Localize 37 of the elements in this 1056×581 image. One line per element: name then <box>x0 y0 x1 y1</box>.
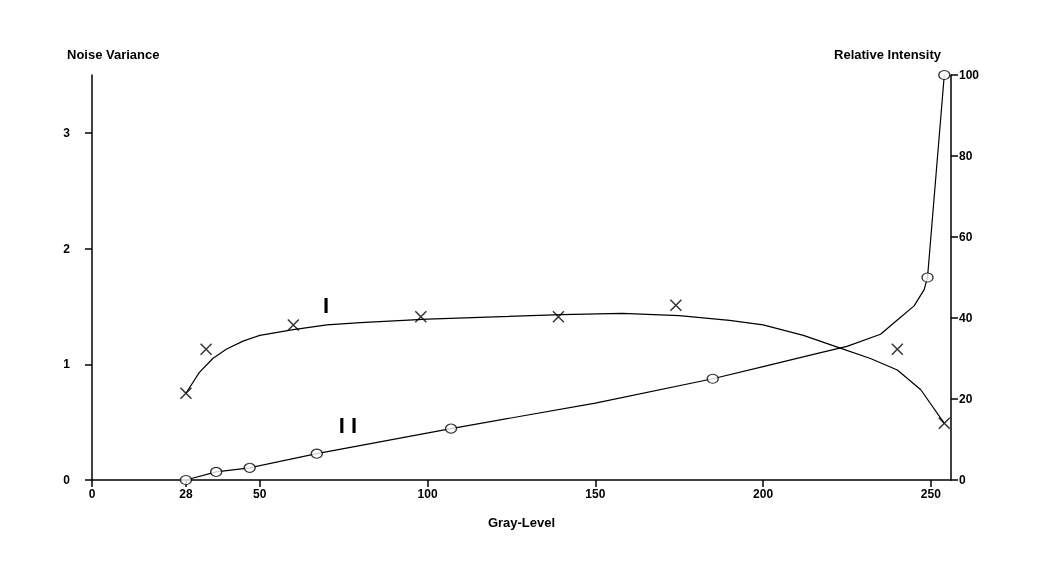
point <box>552 310 565 324</box>
point <box>243 462 256 473</box>
point <box>891 342 904 356</box>
x-tick-label: 100 <box>417 487 438 501</box>
y-tick-label: 1 <box>63 357 71 372</box>
point <box>414 310 428 324</box>
x-tick-label: 50 <box>253 487 267 501</box>
y2-tick-label: 20 <box>959 392 973 406</box>
point <box>199 342 213 356</box>
x-tick-label: 0 <box>88 487 96 501</box>
x-tick-label: 250 <box>920 487 942 501</box>
y-tick-label: 2 <box>63 241 71 256</box>
point <box>706 373 719 384</box>
y-tick-label: 3 <box>63 125 71 140</box>
x-axis-title: Gray-Level <box>487 515 556 530</box>
x-tick-label: 150 <box>585 487 606 501</box>
point <box>210 466 223 477</box>
point <box>179 386 193 400</box>
point <box>938 417 951 430</box>
point <box>287 318 300 332</box>
annotation: I I <box>338 412 358 438</box>
point <box>938 69 951 81</box>
y2-tick-label: 40 <box>959 311 973 325</box>
x-tick-label: 200 <box>753 487 774 501</box>
point <box>921 272 934 283</box>
y-axis-title: Noise Variance <box>67 47 160 62</box>
point <box>669 299 683 312</box>
annotation: I <box>322 292 330 318</box>
y2-tick-label: 80 <box>959 149 973 163</box>
y2-tick-label: 60 <box>959 230 973 244</box>
y-tick-label: 0 <box>63 473 71 487</box>
point <box>444 423 458 434</box>
point <box>310 448 323 459</box>
x-tick-label: 28 <box>179 487 193 501</box>
y2-tick-label: 0 <box>959 473 966 487</box>
y2-axis-title: Relative Intensity <box>834 47 942 62</box>
y2-tick-label: 100 <box>959 68 980 82</box>
